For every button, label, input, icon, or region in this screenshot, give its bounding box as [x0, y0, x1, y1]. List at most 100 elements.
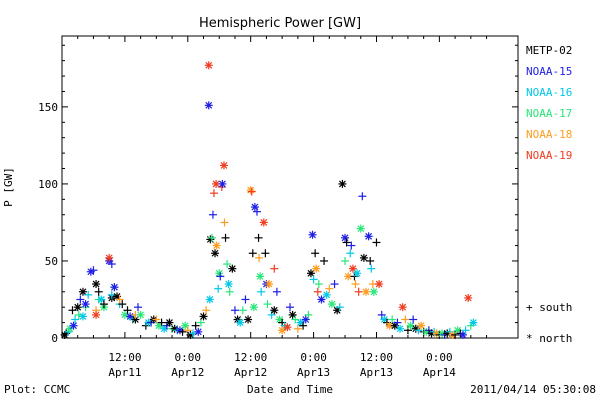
- data-point: [261, 249, 270, 258]
- data-point: [202, 306, 211, 315]
- data-point: [236, 318, 245, 327]
- x-tick-time-label: 12:00: [360, 351, 393, 364]
- x-tick-date-label: Apr14: [423, 366, 456, 379]
- data-point: [369, 287, 378, 296]
- data-point: [238, 306, 247, 315]
- y-axis: 0 50 100 150: [38, 44, 518, 345]
- x-tick-date-label: Apr13: [297, 366, 330, 379]
- data-point: [257, 287, 266, 296]
- data-point: [152, 315, 161, 324]
- x-tick-date-label: Apr12: [171, 366, 204, 379]
- data-point: [388, 315, 397, 324]
- data-point: [224, 280, 233, 289]
- data-point: [136, 310, 145, 319]
- data-point: [228, 264, 237, 273]
- data-point: [338, 179, 347, 188]
- data-point: [393, 318, 402, 327]
- data-point: [409, 315, 418, 324]
- data-point: [107, 290, 116, 299]
- data-point: [270, 264, 279, 273]
- data-point: [265, 280, 274, 289]
- y-tick-label: 0: [51, 332, 58, 345]
- data-point: [341, 233, 350, 242]
- data-point: [225, 287, 234, 296]
- y-axis-label: P [GW]: [2, 167, 15, 207]
- data-point: [250, 203, 259, 212]
- data-point: [469, 318, 478, 327]
- y-tick-label: 50: [45, 255, 58, 268]
- data-point: [178, 327, 187, 336]
- data-point: [252, 207, 261, 216]
- data-point: [92, 310, 101, 319]
- y-tick-label: 150: [38, 101, 58, 114]
- data-point: [351, 280, 360, 289]
- legend-entry: NOAA-19: [526, 149, 572, 162]
- data-point: [364, 232, 373, 241]
- data-point: [131, 315, 140, 324]
- data-point: [196, 318, 205, 327]
- data-point: [417, 321, 426, 330]
- data-point: [230, 306, 239, 315]
- data-point: [356, 224, 365, 233]
- data-point: [134, 303, 142, 312]
- data-point: [309, 275, 318, 284]
- data-point: [194, 327, 203, 336]
- data-point: [110, 283, 119, 292]
- data-point: [92, 280, 101, 289]
- data-point: [89, 266, 98, 275]
- data-point: [322, 290, 331, 299]
- x-tick-date-label: Apr12: [234, 366, 267, 379]
- data-point: [84, 290, 93, 299]
- data-point: [246, 186, 255, 195]
- data-point: [312, 264, 321, 273]
- plot-frame: [61, 35, 519, 339]
- data-point: [353, 269, 362, 278]
- data-point: [118, 300, 127, 309]
- legend-entry: NOAA-17: [526, 107, 572, 120]
- legend-entry: NOAA-16: [526, 86, 572, 99]
- data-point: [372, 238, 381, 247]
- data-point: [270, 306, 279, 315]
- x-tick-time-label: 0:00: [175, 351, 202, 364]
- data-point: [348, 264, 357, 273]
- data-point: [375, 280, 384, 289]
- data-point: [464, 293, 473, 302]
- x-tick-time-label: 0:00: [426, 351, 453, 364]
- data-point: [214, 284, 223, 293]
- x-tick-date-label: Apr13: [360, 366, 393, 379]
- data-point: [366, 256, 375, 265]
- legend-entry: METP-02: [526, 44, 572, 57]
- data-point: [69, 321, 78, 330]
- data-point: [78, 312, 87, 321]
- data-point: [221, 233, 230, 242]
- data-point: [311, 249, 320, 258]
- data-point: [263, 300, 272, 309]
- data-point: [401, 315, 410, 324]
- data-point: [347, 241, 356, 250]
- data-point: [76, 295, 85, 304]
- data-point: [286, 303, 294, 312]
- x-axis-label: Date and Time: [247, 383, 333, 396]
- data-point: [165, 318, 174, 327]
- data-point: [157, 318, 166, 327]
- data-point: [218, 179, 227, 188]
- data-point: [208, 210, 217, 219]
- data-point: [259, 218, 268, 227]
- data-point: [97, 295, 106, 304]
- data-point: [107, 260, 116, 269]
- data-points: [60, 61, 478, 339]
- data-point: [181, 321, 190, 330]
- footer-timestamp: 2011/04/14 05:30:08: [470, 383, 596, 396]
- data-point: [204, 61, 213, 70]
- x-axis: 12:00 Apr11 0:00 Apr12 12:00 Apr12 0:00 Apr13 12…: [77, 36, 488, 379]
- data-point: [398, 303, 407, 312]
- data-point: [115, 295, 124, 304]
- data-point: [215, 269, 224, 278]
- data-point: [71, 315, 80, 324]
- data-point: [99, 300, 108, 309]
- data-point: [342, 238, 351, 247]
- data-point: [191, 321, 200, 330]
- data-point: [367, 264, 376, 273]
- data-point: [255, 253, 264, 262]
- legend-south-marker: + south: [526, 301, 572, 314]
